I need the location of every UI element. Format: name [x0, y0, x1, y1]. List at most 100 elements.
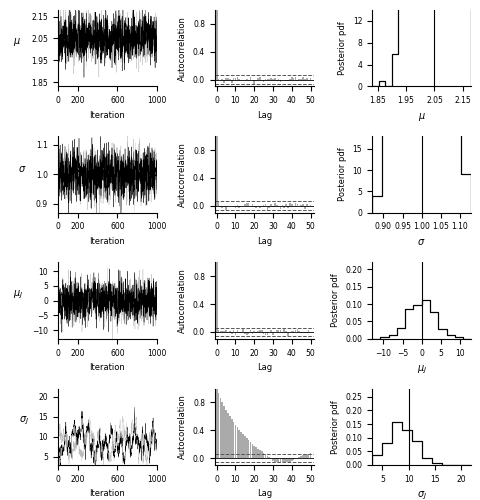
- Bar: [251, 204, 252, 206]
- Bar: [238, 206, 240, 208]
- Bar: [290, 458, 292, 461]
- Bar: [300, 205, 301, 206]
- Bar: [281, 332, 283, 333]
- Bar: [301, 78, 303, 80]
- Bar: [234, 425, 236, 458]
- Bar: [217, 330, 219, 332]
- Bar: [309, 453, 311, 458]
- Bar: [276, 80, 277, 81]
- Y-axis label: Posterior pdf: Posterior pdf: [330, 400, 339, 454]
- Y-axis label: Posterior pdf: Posterior pdf: [330, 274, 339, 328]
- Bar: [276, 204, 277, 206]
- Bar: [285, 204, 287, 206]
- Bar: [285, 80, 287, 81]
- Bar: [266, 332, 268, 334]
- Bar: [223, 80, 225, 83]
- Bar: [251, 332, 252, 334]
- X-axis label: Lag: Lag: [256, 237, 272, 246]
- Bar: [309, 205, 311, 206]
- Y-axis label: Autocorrelation: Autocorrelation: [178, 16, 187, 80]
- X-axis label: Lag: Lag: [256, 110, 272, 120]
- Y-axis label: Posterior pdf: Posterior pdf: [337, 22, 347, 75]
- Bar: [223, 206, 225, 207]
- Bar: [253, 446, 254, 458]
- Bar: [223, 406, 225, 458]
- Bar: [305, 332, 307, 334]
- Bar: [255, 332, 256, 334]
- Bar: [288, 458, 290, 462]
- Bar: [279, 330, 281, 332]
- Bar: [305, 204, 307, 206]
- Bar: [228, 416, 230, 458]
- Bar: [245, 203, 247, 205]
- Bar: [260, 330, 262, 332]
- Bar: [232, 78, 234, 80]
- X-axis label: $\mu_J$: $\mu_J$: [416, 363, 426, 376]
- Bar: [225, 330, 227, 332]
- Bar: [228, 78, 230, 80]
- Bar: [270, 330, 271, 332]
- Bar: [253, 80, 254, 84]
- Bar: [236, 205, 238, 206]
- Bar: [247, 332, 249, 334]
- X-axis label: $\sigma$: $\sigma$: [417, 237, 425, 247]
- Bar: [243, 204, 245, 206]
- X-axis label: Lag: Lag: [256, 363, 272, 372]
- Bar: [221, 78, 223, 80]
- Bar: [240, 432, 241, 458]
- Bar: [294, 458, 296, 459]
- Bar: [303, 206, 305, 208]
- Bar: [287, 206, 288, 208]
- Bar: [221, 206, 223, 208]
- Bar: [274, 458, 275, 462]
- Bar: [281, 458, 283, 462]
- Bar: [279, 458, 281, 462]
- Bar: [227, 78, 228, 80]
- Bar: [305, 454, 307, 458]
- Bar: [230, 332, 232, 334]
- Bar: [258, 206, 260, 208]
- Bar: [294, 330, 296, 332]
- X-axis label: $\mu$: $\mu$: [417, 110, 425, 122]
- Y-axis label: Autocorrelation: Autocorrelation: [178, 394, 187, 459]
- Bar: [309, 78, 311, 80]
- Bar: [301, 455, 303, 458]
- Bar: [266, 206, 268, 211]
- Bar: [277, 458, 279, 462]
- X-axis label: Lag: Lag: [256, 490, 272, 498]
- Bar: [245, 332, 247, 335]
- X-axis label: Iteration: Iteration: [89, 363, 125, 372]
- Bar: [243, 436, 245, 458]
- Bar: [272, 332, 273, 335]
- Bar: [279, 206, 281, 209]
- Bar: [285, 458, 287, 462]
- Bar: [230, 419, 232, 458]
- Bar: [234, 206, 236, 208]
- Bar: [296, 204, 298, 206]
- Bar: [296, 80, 298, 81]
- Bar: [238, 332, 240, 334]
- Bar: [270, 78, 271, 80]
- Bar: [277, 330, 279, 332]
- Bar: [283, 206, 285, 208]
- Polygon shape: [371, 0, 470, 212]
- Bar: [307, 454, 309, 458]
- Bar: [249, 78, 251, 80]
- Bar: [258, 450, 260, 458]
- Bar: [294, 204, 296, 206]
- Y-axis label: $\mu$: $\mu$: [13, 36, 21, 48]
- Bar: [287, 458, 288, 462]
- Bar: [279, 80, 281, 82]
- Y-axis label: Posterior pdf: Posterior pdf: [337, 148, 346, 202]
- Bar: [258, 330, 260, 332]
- Bar: [272, 458, 273, 460]
- Bar: [268, 206, 270, 208]
- Bar: [225, 78, 227, 80]
- Bar: [227, 413, 228, 458]
- Y-axis label: $\sigma_J$: $\sigma_J$: [20, 414, 29, 427]
- Bar: [236, 330, 238, 332]
- Bar: [287, 80, 288, 81]
- Bar: [216, 262, 217, 332]
- Bar: [288, 202, 290, 205]
- Bar: [292, 78, 294, 80]
